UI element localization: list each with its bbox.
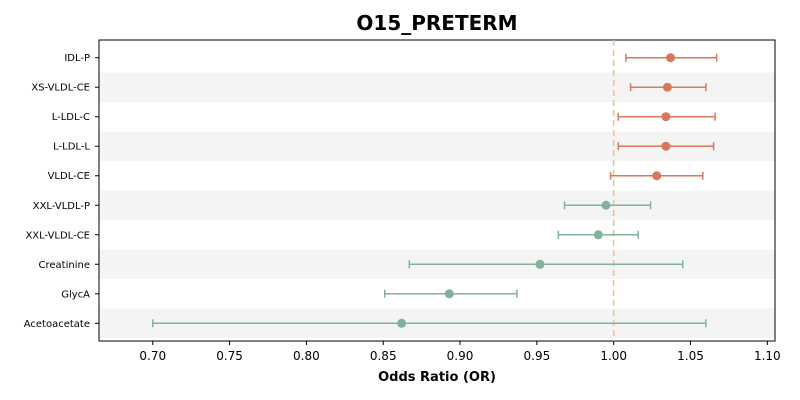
ci-row (625, 53, 718, 63)
or-point (601, 200, 611, 210)
x-tick-label: 0.75 (216, 349, 243, 363)
ci-row (609, 171, 704, 181)
ci-row (629, 82, 707, 92)
or-point (593, 230, 603, 240)
x-tick-label: 1.10 (754, 349, 781, 363)
ci-row (617, 112, 716, 122)
ci-row (563, 200, 652, 210)
x-tick-label: 1.00 (600, 349, 627, 363)
x-tick-label: 0.70 (139, 349, 166, 363)
chart-title: O15_PRETERM (356, 11, 517, 35)
row-band (99, 190, 775, 221)
ci-row (408, 259, 684, 269)
category-label: XXL-VLDL-P (33, 201, 90, 212)
or-point (652, 171, 662, 181)
category-label: L-LDL-L (53, 142, 90, 153)
category-label: L-LDL-C (52, 112, 90, 123)
or-point (535, 259, 545, 269)
ci-row (557, 230, 640, 240)
x-axis-ticks: 0.70 0.75 0.80 0.85 0.90 0.95 1.00 1.05 1.10 (139, 341, 781, 363)
x-tick-label: 0.90 (447, 349, 474, 363)
category-labels: IDL-P XS-VLDL-CE L-LDL-C L-LDL-L VLDL-CE XXL-… (24, 53, 99, 330)
or-point (397, 318, 407, 328)
x-tick-label: 0.95 (524, 349, 551, 363)
category-label: Acetoacetate (24, 319, 90, 330)
x-tick-label: 0.85 (370, 349, 397, 363)
ci-row (384, 289, 518, 299)
or-point (661, 141, 671, 151)
category-label: Creatinine (39, 260, 90, 271)
category-label: IDL-P (64, 53, 90, 64)
or-point (666, 53, 676, 63)
x-tick-label: 0.80 (293, 349, 320, 363)
category-label: VLDL-CE (48, 171, 90, 182)
ci-row (617, 141, 715, 151)
x-axis-label: Odds Ratio (OR) (378, 370, 496, 385)
or-point (662, 82, 672, 92)
row-bands (99, 72, 775, 339)
ci-row (152, 318, 707, 328)
category-label: GlycA (61, 289, 90, 300)
ci-marks (152, 53, 718, 328)
or-point (444, 289, 454, 299)
x-tick-label: 1.05 (677, 349, 704, 363)
or-point (661, 112, 671, 122)
category-label: XXL-VLDL-CE (25, 230, 90, 241)
category-label: XS-VLDL-CE (31, 83, 90, 94)
plot-frame (98, 39, 776, 342)
